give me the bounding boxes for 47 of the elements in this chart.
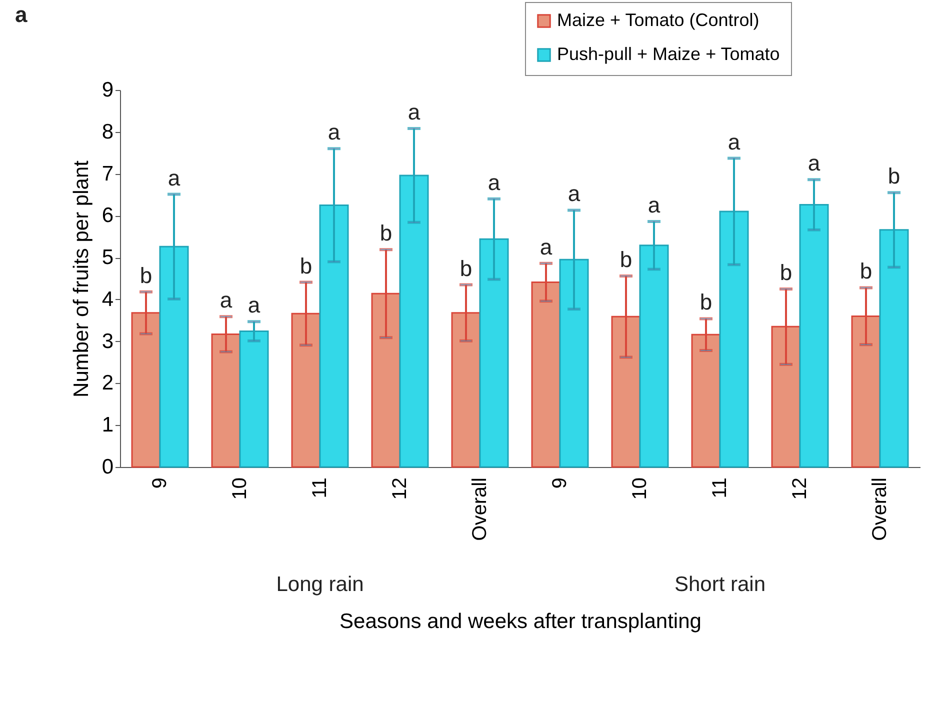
y-tick-label: 5 — [102, 246, 114, 270]
legend-label: Maize + Tomato (Control) — [557, 10, 760, 30]
data-label: b — [780, 260, 792, 285]
y-tick-label: 7 — [102, 162, 114, 186]
x-tick-label: Overall — [869, 478, 891, 541]
y-tick-label: 6 — [102, 204, 114, 228]
data-label: a — [808, 150, 821, 176]
x-tick-label: 11 — [309, 478, 331, 498]
data-label: b — [860, 258, 872, 284]
x-tick-label: 10 — [229, 478, 251, 500]
data-label: a — [728, 129, 741, 154]
x-tick-label: 9 — [149, 478, 171, 489]
x-tick-label: 12 — [789, 478, 811, 500]
x-axis-title: Seasons and weeks after transplanting — [340, 610, 702, 633]
y-tick-label: 9 — [102, 78, 114, 102]
x-tick-label: 10 — [629, 478, 651, 500]
text: Long rain — [276, 573, 364, 596]
text: Short rain — [674, 573, 766, 596]
legend-label: Push-pull + Maize + Tomato — [557, 44, 780, 64]
data-label: b — [300, 253, 312, 278]
data-label: a — [488, 170, 501, 195]
data-label: b — [460, 256, 472, 281]
data-label: b — [380, 220, 392, 246]
data-label: b — [888, 164, 900, 189]
data-label: a — [540, 234, 553, 260]
data-label: a — [248, 292, 261, 318]
y-tick-label: 1 — [102, 414, 114, 437]
text: a — [15, 2, 28, 27]
data-label: b — [140, 262, 152, 288]
y-tick-label: 2 — [102, 372, 114, 395]
data-label: a — [168, 165, 181, 190]
data-label: a — [328, 120, 341, 145]
data-label: a — [408, 100, 421, 125]
data-label: b — [620, 246, 632, 272]
x-tick-label: 12 — [389, 478, 411, 500]
x-tick-label: Overall — [469, 478, 491, 541]
x-tick-label: 11 — [709, 478, 731, 498]
data-label: a — [648, 192, 661, 218]
y-tick-label: 3 — [102, 330, 114, 353]
y-tick-label: 0 — [102, 456, 114, 478]
data-label: b — [700, 290, 712, 315]
x-tick-label: 9 — [549, 478, 571, 489]
data-label: a — [220, 288, 233, 313]
data-label: a — [568, 181, 581, 206]
y-tick-label: 8 — [102, 120, 114, 144]
y-tick-label: 4 — [102, 288, 114, 311]
y-axis-title: Number of fruits per plant — [70, 160, 93, 398]
